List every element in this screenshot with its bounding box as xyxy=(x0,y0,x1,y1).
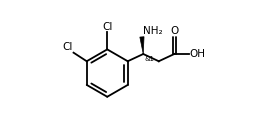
Text: &1: &1 xyxy=(144,56,154,62)
Polygon shape xyxy=(140,37,144,54)
Text: Cl: Cl xyxy=(62,42,73,52)
Text: Cl: Cl xyxy=(102,22,112,32)
Text: OH: OH xyxy=(189,49,205,59)
Text: O: O xyxy=(170,26,178,36)
Text: NH₂: NH₂ xyxy=(143,26,162,36)
